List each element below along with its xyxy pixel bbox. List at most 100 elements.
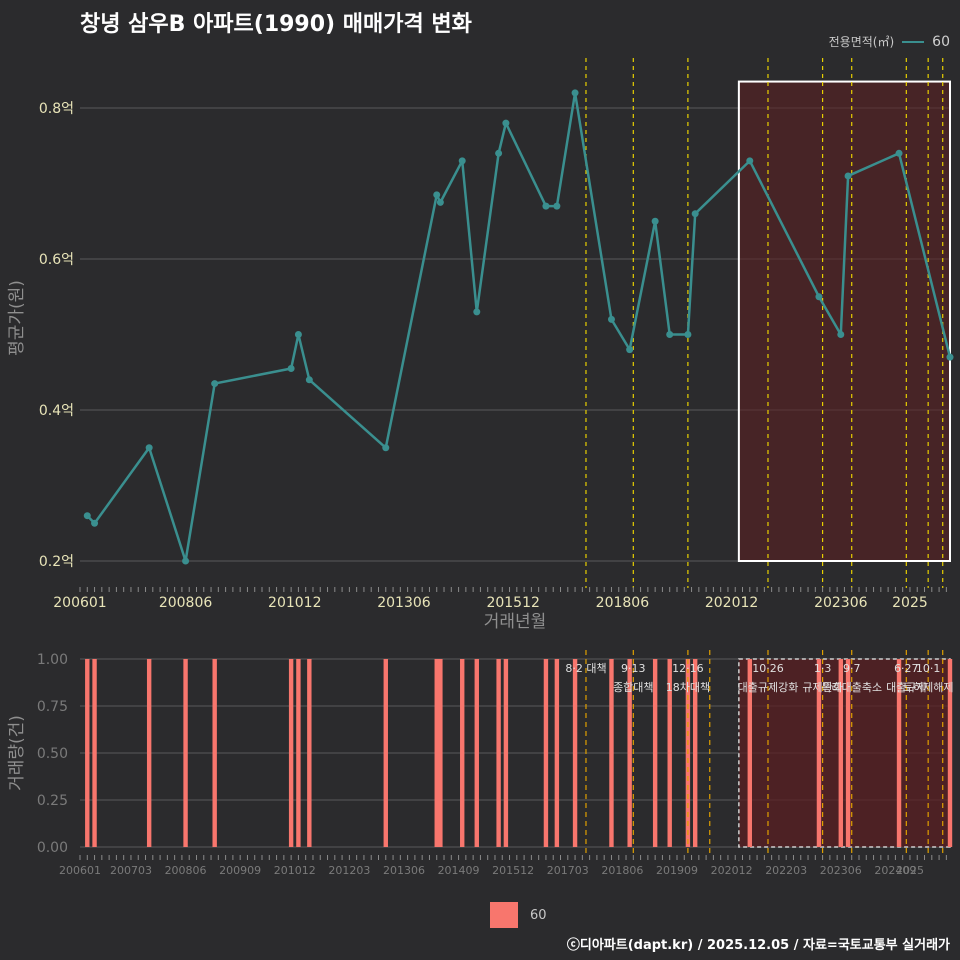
- volume-bar: [438, 659, 443, 847]
- highlight-box: [737, 80, 951, 562]
- volume-bar: [838, 659, 843, 847]
- policy-sublabel: 대출규제강화: [738, 681, 799, 694]
- x-tick-label: 200909: [219, 864, 261, 877]
- price-point: [145, 444, 153, 452]
- price-point: [287, 364, 295, 372]
- price-point: [305, 376, 313, 384]
- legend-bar-swatch: [490, 902, 518, 928]
- legend-title: 전용면적(㎡): [828, 35, 895, 49]
- price-point: [895, 149, 903, 157]
- y-tick-label: 0.8억: [39, 101, 74, 117]
- x-tick-label: 202012: [711, 864, 753, 877]
- price-point: [844, 172, 852, 180]
- x-tick-label: 202409: [874, 864, 916, 877]
- price-point: [946, 353, 954, 361]
- price-point: [607, 315, 615, 323]
- x-tick-label: 200806: [165, 864, 207, 877]
- price-point: [684, 331, 692, 338]
- policy-label: 8·2 대책: [565, 662, 606, 675]
- policy-sublabel: 대출규제: [886, 681, 926, 694]
- y-tick-label: 0.6억: [39, 252, 74, 268]
- price-point: [458, 157, 466, 165]
- x-tick-label: 201806: [596, 595, 650, 611]
- policy-label: 10·1: [916, 662, 941, 675]
- x-tick-label: 201909: [656, 864, 698, 877]
- price-point: [433, 191, 441, 199]
- x-tick-label: 201409: [438, 864, 480, 877]
- x-tick-label: 202203: [765, 864, 807, 877]
- legend-series-label: 60: [932, 33, 950, 50]
- price-point: [691, 210, 699, 218]
- price-point: [495, 149, 503, 157]
- price-point: [182, 557, 190, 565]
- y-tick-label: 0.50: [37, 746, 68, 762]
- policy-label: 9·7: [843, 662, 861, 675]
- volume-bar: [496, 659, 501, 847]
- x-tick-label: 201512: [492, 864, 534, 877]
- volume-bar: [288, 659, 294, 847]
- volume-bar: [85, 659, 90, 847]
- price-point: [837, 331, 845, 338]
- volume-bar: [572, 659, 578, 847]
- x-tick-label: 200601: [59, 864, 101, 877]
- volume-bar: [896, 659, 902, 847]
- y-tick-label: 0.4억: [39, 403, 74, 419]
- policy-sublabel: 특례대출축소: [821, 681, 882, 694]
- price-point: [382, 444, 390, 452]
- policy-label: 10·26: [752, 662, 784, 675]
- x-tick-label: 2025: [896, 864, 924, 877]
- x-axis-title: 거래년월: [484, 612, 547, 632]
- volume-bar: [627, 659, 632, 847]
- volume-bar: [146, 659, 152, 847]
- x-tick-label: 201806: [601, 864, 643, 877]
- y-axis-title: 거래량(건): [7, 715, 27, 791]
- price-point: [542, 202, 550, 210]
- policy-sublabel: 토허제해제: [903, 680, 954, 694]
- y-tick-label: 0.25: [37, 793, 68, 809]
- y-axis-title: 평균가(원): [7, 280, 27, 356]
- volume-bar: [816, 659, 822, 847]
- volume-bar: [474, 659, 479, 847]
- x-tick-label: 201512: [486, 595, 539, 611]
- policy-label: 12·16: [672, 662, 704, 675]
- volume-bar: [667, 659, 672, 847]
- volume-bar: [609, 659, 614, 847]
- volume-bar: [543, 659, 549, 847]
- policy-label: 9·13: [621, 662, 646, 675]
- volume-bar: [92, 659, 97, 847]
- policy-sublabel: 18차대책: [666, 681, 710, 694]
- price-point: [571, 89, 579, 97]
- volume-bar: [307, 659, 312, 847]
- volume-bar: [747, 659, 752, 847]
- price-line-chart: 0.2억 0.4억 0.6억 0.8억 200601 200806 201012 201306…: [7, 58, 954, 632]
- price-point: [211, 380, 219, 388]
- policy-label: 1·3: [814, 662, 832, 675]
- x-tick-label: 200601: [53, 595, 106, 611]
- price-point: [746, 157, 754, 165]
- price-point: [666, 331, 674, 338]
- policy-label: 6·27: [894, 662, 919, 675]
- price-point: [651, 217, 659, 225]
- y-tick-label: 1.00: [37, 652, 68, 668]
- x-tick-label: 200703: [110, 864, 152, 877]
- legend: 전용면적(㎡) 60: [829, 33, 950, 50]
- volume-bar: [652, 659, 658, 847]
- x-tick-label: 202012: [705, 595, 758, 611]
- credit-text: ⓒ디아파트(dapt.kr) / 2025.12.05 / 자료=국토교통부 실…: [566, 938, 950, 953]
- bottom-legend-label: 60: [530, 907, 547, 923]
- price-point: [626, 346, 634, 354]
- highlight-box: [738, 658, 951, 848]
- y-tick-label: 0.75: [37, 699, 68, 715]
- price-point: [815, 293, 823, 301]
- x-tick-label: 200806: [159, 595, 213, 611]
- x-tick-label: 201012: [274, 864, 316, 877]
- price-series-line: [86, 91, 952, 563]
- x-tick-label: 2025: [892, 595, 928, 611]
- volume-bar: [183, 659, 188, 847]
- chart-title: 창녕 삼우B 아파트(1990) 매매가격 변화: [80, 12, 472, 37]
- bottom-legend: 60: [490, 902, 547, 928]
- x-tick-label: 201703: [547, 864, 589, 877]
- volume-bar: [434, 659, 439, 847]
- volume-bar: [503, 659, 509, 847]
